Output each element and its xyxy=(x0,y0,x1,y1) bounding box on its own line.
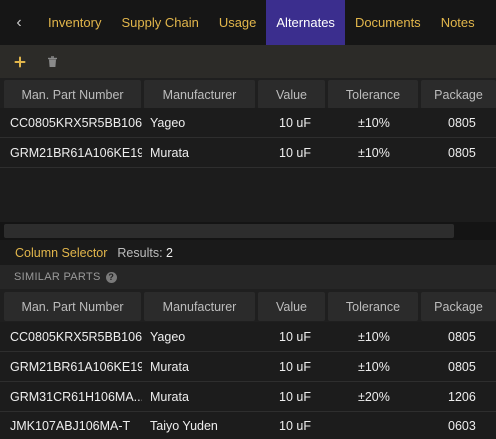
cell-manufacturer: Yageo xyxy=(150,330,186,344)
column-selector-link[interactable]: Column Selector xyxy=(15,245,108,260)
tab-inventory[interactable]: Inventory xyxy=(48,15,102,30)
table-row[interactable]: GRM21BR61A106KE19L Murata 10 uF ±10% 080… xyxy=(0,138,496,168)
tab-usage[interactable]: Usage xyxy=(218,15,257,30)
column-header-mpn[interactable]: Man. Part Number xyxy=(4,80,141,109)
cell-tolerance: ±20% xyxy=(358,390,390,404)
table-empty-area xyxy=(0,168,496,222)
table-row[interactable]: GRM21BR61A106KE19L Murata 10 uF ±10% 080… xyxy=(0,352,496,382)
scrollbar-thumb[interactable] xyxy=(4,224,454,238)
help-icon[interactable]: ? xyxy=(105,271,117,283)
cell-mpn: GRM31CR61H106MA... xyxy=(10,390,142,404)
cell-manufacturer: Yageo xyxy=(150,116,186,130)
column-header-tolerance[interactable]: Tolerance xyxy=(328,80,418,109)
similar-parts-section-header: SIMILAR PARTS ? xyxy=(0,265,496,289)
cell-package: 0805 xyxy=(448,116,476,130)
column-header-manufacturer[interactable]: Manufacturer xyxy=(144,292,255,321)
column-header-package[interactable]: Package xyxy=(421,80,496,109)
cell-value: 10 uF xyxy=(279,116,311,130)
plus-icon[interactable] xyxy=(12,54,28,70)
table-row[interactable]: GRM31CR61H106MA... Murata 10 uF ±20% 120… xyxy=(0,382,496,412)
similar-parts-header: Man. Part Number Manufacturer Value Tole… xyxy=(0,289,496,323)
alternates-header: Man. Part Number Manufacturer Value Tole… xyxy=(0,78,496,111)
column-header-manufacturer[interactable]: Manufacturer xyxy=(144,80,255,109)
cell-mpn: JMK107ABJ106MA-T xyxy=(10,418,131,433)
tab-supply-chain[interactable]: Supply Chain xyxy=(121,15,199,30)
cell-mpn: GRM21BR61A106KE19L xyxy=(10,146,142,160)
chevron-left-icon[interactable]: ‹ xyxy=(16,13,22,31)
cell-tolerance: ±10% xyxy=(358,146,390,160)
horizontal-scrollbar[interactable] xyxy=(0,222,496,240)
cell-manufacturer: Taiyo Yuden xyxy=(150,418,218,433)
cell-mpn: GRM21BR61A106KE19L xyxy=(10,360,142,374)
tab-alternates[interactable]: Alternates xyxy=(266,0,345,45)
results-count: Results: 2 xyxy=(117,245,173,260)
cell-package: 0603 xyxy=(448,418,476,433)
tab-bar: ‹ Inventory Supply Chain Usage Alternate… xyxy=(0,0,496,45)
table-row[interactable]: CC0805KRX5R5BB106 Yageo 10 uF ±10% 0805 xyxy=(0,108,496,138)
cell-mpn: CC0805KRX5R5BB106 xyxy=(10,330,142,344)
cell-tolerance: ±10% xyxy=(358,360,390,374)
toolbar xyxy=(0,45,496,78)
trash-icon[interactable] xyxy=(44,54,60,70)
cell-tolerance: ±10% xyxy=(358,330,390,344)
cell-manufacturer: Murata xyxy=(150,390,189,404)
cell-value: 10 uF xyxy=(279,390,311,404)
cell-value: 10 uF xyxy=(279,146,311,160)
similar-parts-title: SIMILAR PARTS xyxy=(14,271,101,283)
column-header-value[interactable]: Value xyxy=(258,80,325,109)
column-header-value[interactable]: Value xyxy=(258,292,325,321)
table-row[interactable]: JMK107ABJ106MA-T Taiyo Yuden 10 uF 0603 xyxy=(0,412,496,439)
table-row[interactable]: CC0805KRX5R5BB106 Yageo 10 uF ±10% 0805 xyxy=(0,322,496,352)
column-selector-bar: Column Selector Results: 2 xyxy=(0,240,496,265)
column-header-mpn[interactable]: Man. Part Number xyxy=(4,292,141,321)
cell-value: 10 uF xyxy=(279,418,311,433)
cell-package: 0805 xyxy=(448,330,476,344)
cell-package: 0805 xyxy=(448,146,476,160)
column-header-package[interactable]: Package xyxy=(421,292,496,321)
cell-mpn: CC0805KRX5R5BB106 xyxy=(10,116,142,130)
tab-notes[interactable]: Notes xyxy=(440,15,475,30)
cell-tolerance xyxy=(358,412,408,439)
cell-tolerance: ±10% xyxy=(358,116,390,130)
cell-package: 1206 xyxy=(448,390,476,404)
tab-documents[interactable]: Documents xyxy=(354,15,421,30)
cell-package: 0805 xyxy=(448,360,476,374)
cell-value: 10 uF xyxy=(279,330,311,344)
column-header-tolerance[interactable]: Tolerance xyxy=(328,292,418,321)
cell-manufacturer: Murata xyxy=(150,360,189,374)
cell-value: 10 uF xyxy=(279,360,311,374)
cell-manufacturer: Murata xyxy=(150,146,189,160)
